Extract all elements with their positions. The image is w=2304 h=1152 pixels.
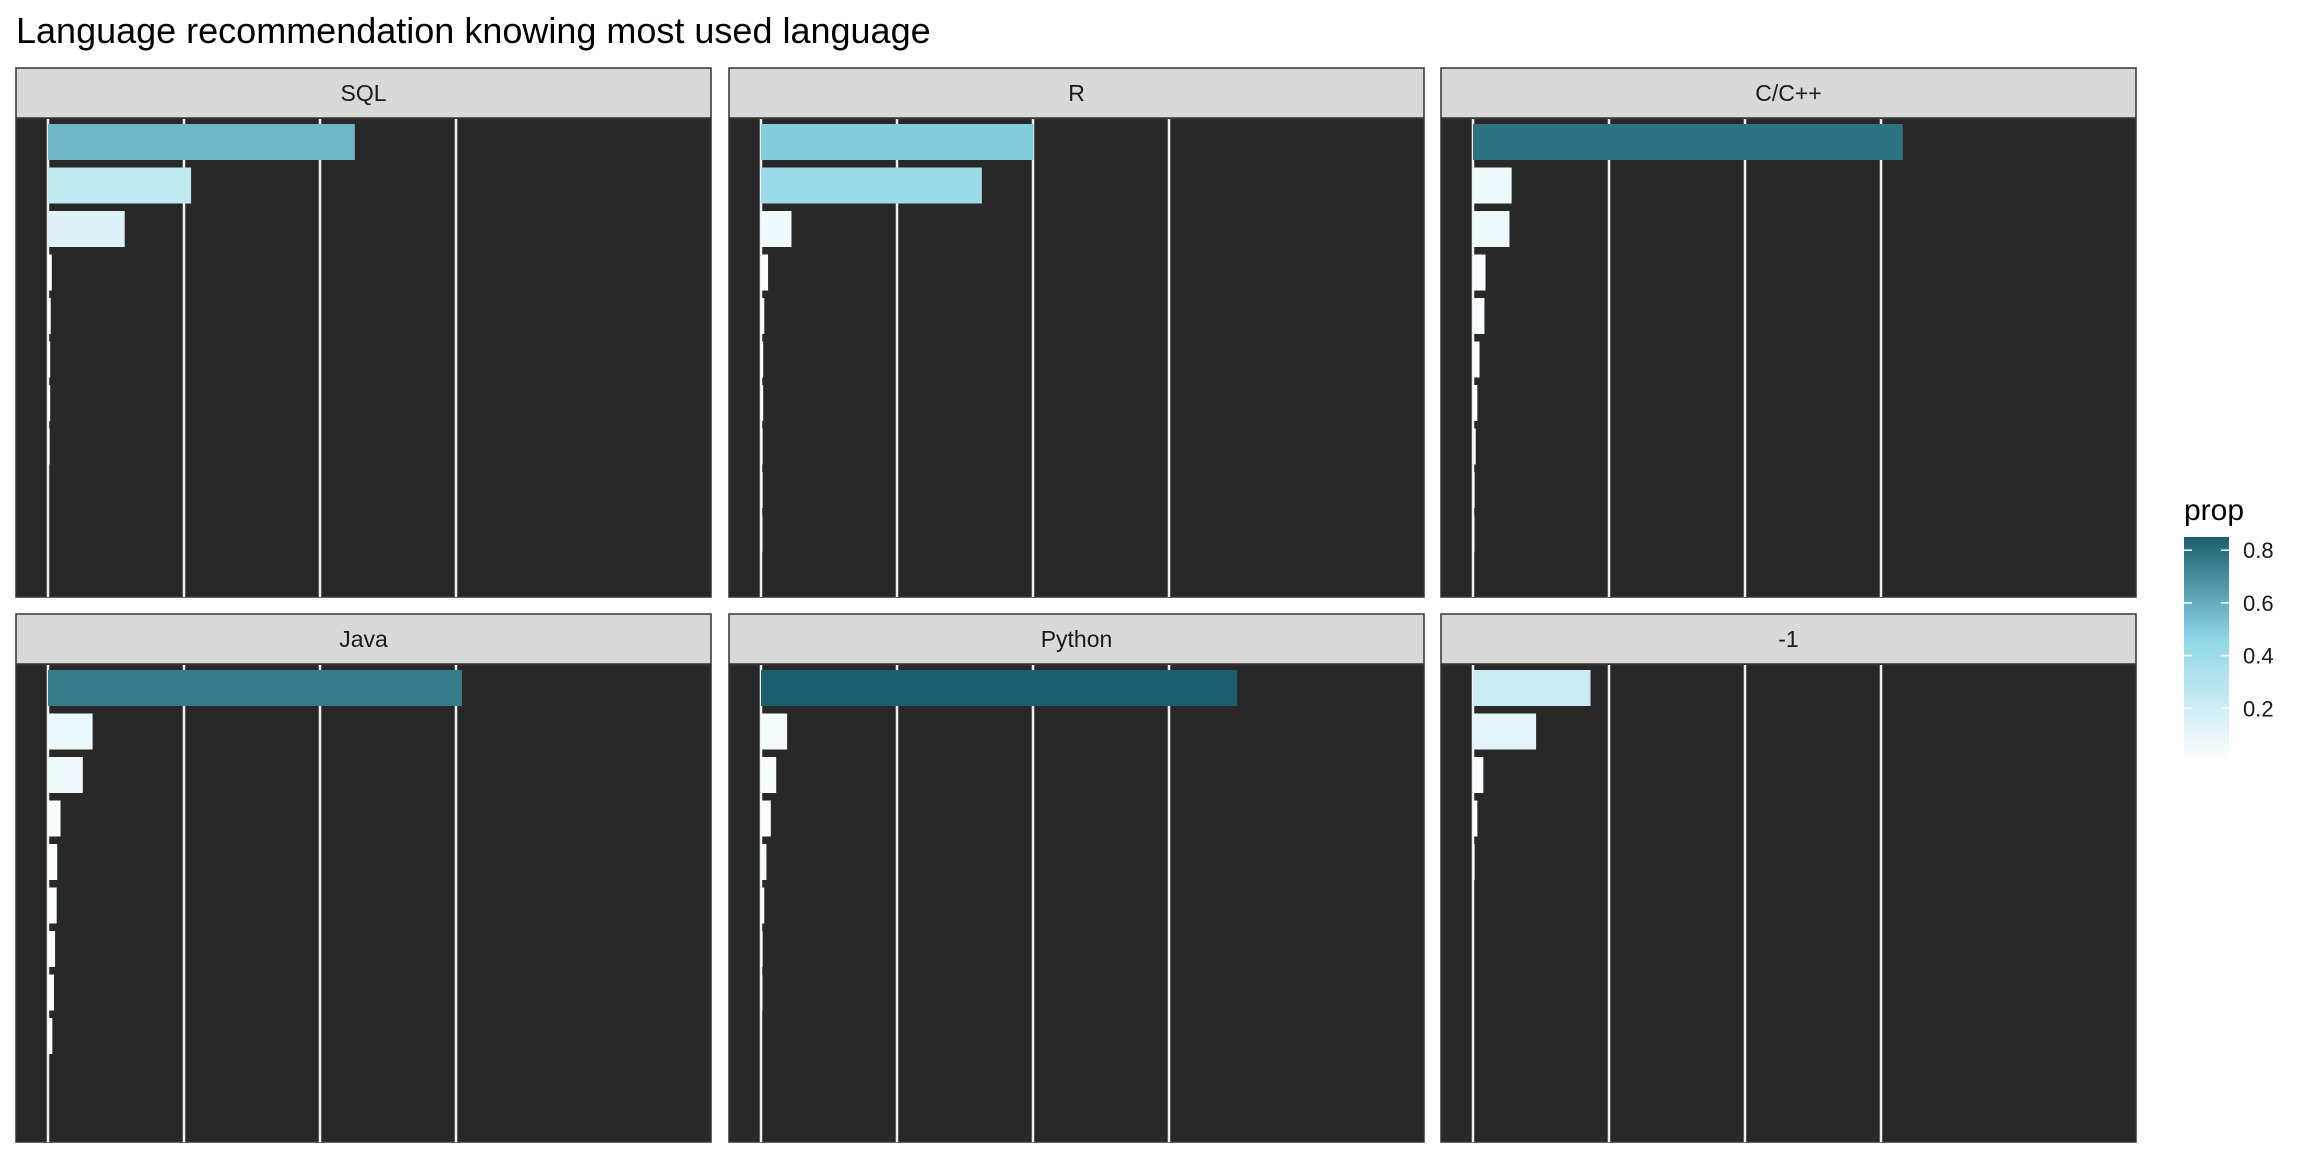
bar [48, 844, 58, 880]
bar [761, 124, 1034, 160]
facet-strip-label: -1 [1778, 626, 1798, 652]
facet-strip [728, 67, 1425, 119]
panel-background [1440, 664, 2137, 1143]
bar [761, 341, 764, 378]
legend: prop 0.2 0.4 0.6 0.8 [2184, 494, 2274, 761]
chart-title: Language recommendation knowing most use… [16, 10, 931, 51]
bar [1473, 800, 1478, 837]
bar [1473, 428, 1476, 465]
bar [761, 254, 769, 291]
bar [761, 887, 765, 924]
bar [1473, 167, 1512, 204]
bar [1473, 472, 1475, 508]
facet-panels: SQL R C/C++ Java Python -1 [15, 67, 2137, 1143]
panel-background [15, 664, 712, 1143]
legend-colorbar [2184, 537, 2229, 761]
facet-c-c: C/C++ [1440, 67, 2137, 598]
facet-sql: SQL [15, 67, 712, 598]
bar [48, 385, 51, 421]
bar [48, 757, 83, 793]
bar [761, 167, 982, 204]
facet-java: Java [15, 613, 712, 1143]
facet-strip [728, 613, 1425, 665]
facet-strip-label: R [1068, 80, 1085, 106]
bar [48, 713, 93, 750]
bar [48, 211, 125, 247]
bar [761, 298, 765, 334]
bar [1473, 713, 1537, 750]
facet-r: R [728, 67, 1425, 598]
bar [48, 974, 54, 1011]
bar [761, 211, 792, 247]
legend-tick-label: 0.8 [2243, 538, 2274, 563]
bar [48, 670, 462, 706]
bar [1473, 670, 1591, 706]
facet-strip [15, 613, 712, 665]
facet-strip-label: Python [1041, 626, 1113, 652]
bar [48, 800, 61, 837]
bar [761, 974, 763, 1011]
bar [761, 428, 763, 465]
legend-title: prop [2184, 494, 2244, 527]
panel-background [728, 664, 1425, 1143]
legend-tick-label: 0.2 [2243, 696, 2274, 721]
bar [1473, 124, 1903, 160]
facet-strip [15, 67, 712, 119]
bar [1473, 341, 1480, 378]
bar [1473, 385, 1478, 421]
bar [761, 931, 763, 967]
bar [1473, 515, 1475, 552]
bar [1473, 844, 1475, 880]
bar [48, 931, 56, 967]
bar [1473, 211, 1510, 247]
bar [761, 385, 764, 421]
bar [1473, 298, 1485, 334]
facet-strip-label: Java [339, 626, 388, 652]
bar [761, 844, 767, 880]
facet-strip-label: SQL [340, 80, 386, 106]
bar [48, 124, 355, 160]
bar [761, 757, 777, 793]
bar [48, 167, 192, 204]
bar [1473, 254, 1486, 291]
legend-ticks: 0.2 0.4 0.6 0.8 [2184, 538, 2274, 721]
bar [761, 800, 771, 837]
panel-background [1440, 118, 2137, 598]
facet-python: Python [728, 613, 1425, 1143]
bar [1473, 757, 1484, 793]
bar [48, 341, 51, 378]
legend-tick-label: 0.6 [2243, 591, 2274, 616]
bar [48, 887, 57, 924]
facet-1: -1 [1440, 613, 2137, 1143]
bar [48, 428, 50, 465]
facet-strip [1440, 67, 2137, 119]
bar [761, 472, 763, 508]
bar [761, 515, 763, 552]
facet-strip [1440, 613, 2137, 665]
bar [761, 670, 1237, 706]
bar [48, 254, 52, 291]
legend-tick-label: 0.4 [2243, 644, 2274, 669]
facet-strip-label: C/C++ [1755, 80, 1821, 106]
bar [48, 298, 51, 334]
bar [48, 1018, 53, 1054]
bar [761, 713, 788, 750]
